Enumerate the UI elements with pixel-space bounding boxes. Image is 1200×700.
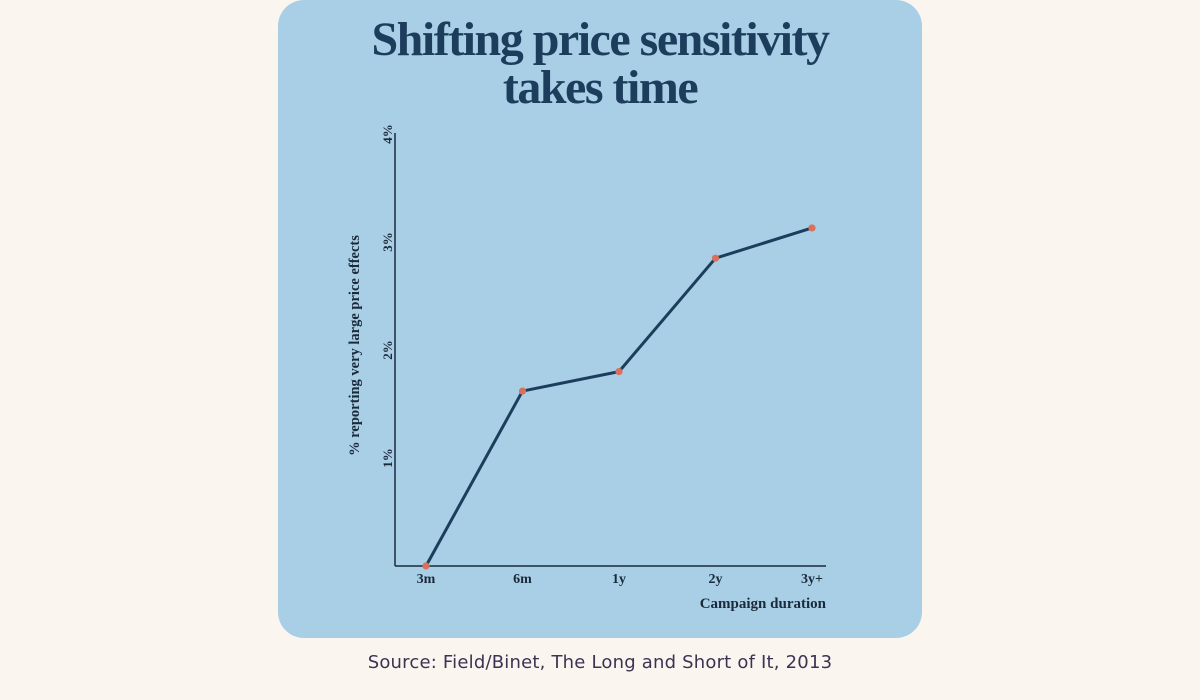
series-group	[422, 224, 816, 570]
data-point	[711, 254, 720, 262]
y-axis-ticks: 1% 2% 3% 4%	[380, 124, 395, 468]
data-point	[808, 224, 816, 232]
chart-axes	[394, 133, 826, 567]
y-tick-label: 4%	[380, 124, 395, 144]
source-caption: Source: Field/Binet, The Long and Short …	[367, 652, 833, 673]
chart-title-line-1: Shifting price sensitivity	[371, 13, 830, 66]
x-tick-label: 3y+	[801, 572, 823, 587]
data-point	[615, 368, 623, 376]
y-axis-label: % reporting very large price effects	[347, 235, 363, 456]
x-tick-label: 6m	[513, 572, 532, 587]
line-chart: 1% 2% 3% 4% 3m 6m 1y 2y 3y+ % reporting very la…	[347, 124, 827, 612]
chart-title-line-2: takes time	[502, 61, 699, 114]
x-axis-ticks: 3m 6m 1y 2y 3y+	[417, 572, 823, 587]
x-tick-label: 1y	[612, 572, 626, 587]
series-line	[424, 226, 814, 568]
data-point	[518, 387, 527, 395]
chart-card: Shifting price sensitivity takes time 1%…	[278, 0, 922, 638]
x-axis-label: Campaign duration	[700, 596, 827, 612]
y-tick-label: 2%	[380, 340, 395, 360]
y-tick-label: 1%	[380, 448, 395, 468]
data-point	[422, 562, 430, 570]
x-tick-label: 2y	[709, 572, 723, 587]
x-tick-label: 3m	[417, 572, 436, 587]
y-tick-label: 3%	[380, 232, 395, 252]
